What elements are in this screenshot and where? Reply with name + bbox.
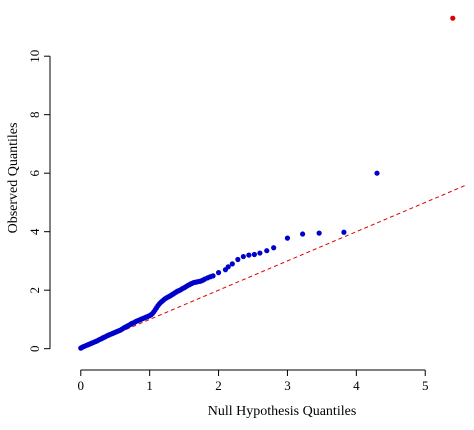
x-tick-label: 2 — [215, 378, 222, 393]
y-axis-title: Observed Quantiles — [6, 123, 21, 234]
data-point — [257, 250, 263, 256]
x-tick-label: 1 — [146, 378, 153, 393]
outlier-point — [450, 15, 456, 21]
x-axis-ticks: 0 1 2 3 4 5 — [78, 370, 429, 393]
y-tick-label: 2 — [27, 287, 42, 294]
data-point — [251, 251, 257, 258]
y-axis-ticks: 0 2 4 6 8 10 — [27, 50, 50, 352]
data-point — [246, 252, 252, 258]
y-tick-label: 6 — [27, 169, 42, 176]
data-point — [235, 256, 241, 263]
data-point — [229, 261, 235, 267]
data-point — [316, 230, 322, 236]
y-tick-label: 8 — [27, 111, 42, 118]
x-tick-label: 4 — [353, 378, 360, 393]
x-axis-title: Null Hypothesis Quantiles — [208, 404, 357, 419]
x-tick-label: 0 — [78, 378, 85, 393]
reference-line — [80, 184, 467, 350]
y-tick-label: 4 — [27, 228, 42, 235]
data-point — [225, 264, 231, 270]
data-point — [271, 245, 277, 251]
y-tick-label: 0 — [27, 345, 42, 352]
data-point — [341, 229, 347, 235]
data-point — [215, 270, 222, 276]
data-point — [264, 248, 270, 254]
data-point — [210, 273, 216, 279]
data-point — [240, 253, 246, 260]
data-point — [300, 231, 306, 237]
data-point — [284, 235, 291, 241]
y-tick-label: 10 — [27, 50, 42, 63]
data-point — [374, 170, 380, 176]
x-tick-label: 3 — [284, 378, 291, 393]
x-tick-label: 5 — [422, 378, 429, 393]
plot-area — [78, 15, 467, 351]
